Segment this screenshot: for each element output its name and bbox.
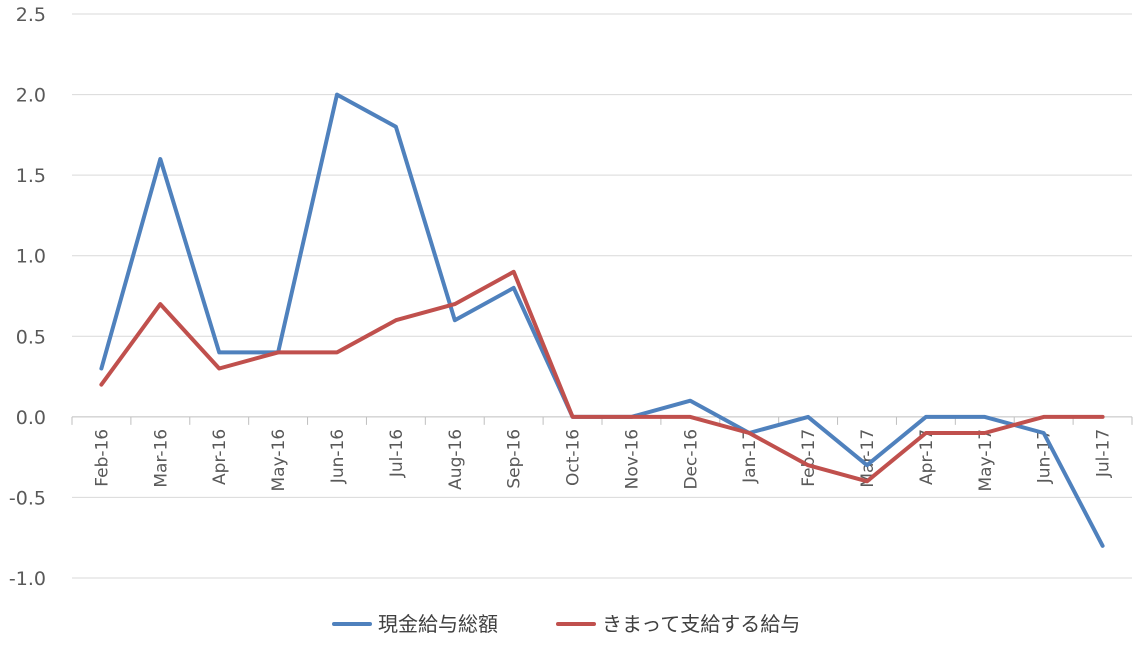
- x-axis: Feb-16 Mar-16 Apr-16 May-16 Jun-16 Jul-16 Aug-…: [71, 416, 1133, 492]
- x-tick-label: Jan-17: [740, 429, 760, 484]
- x-tick-label: Feb-16: [92, 429, 112, 487]
- series-lines: [99, 92, 1105, 548]
- y-tick-label: 0.5: [16, 326, 46, 348]
- x-tick-label: Apr-16: [210, 429, 230, 485]
- y-tick-label: -0.5: [9, 487, 46, 509]
- x-tick-label: Aug-16: [446, 429, 466, 490]
- x-tick-label: Jul-16: [387, 429, 407, 478]
- x-tick-label: Feb-17: [799, 429, 819, 487]
- x-tick-label: Jul-17: [1094, 429, 1114, 478]
- x-tick-label: Apr-17: [917, 429, 937, 485]
- x-tick-label: Dec-16: [681, 429, 701, 490]
- legend-label: 現金給与総額: [378, 612, 498, 636]
- series-line-2: [99, 269, 1105, 484]
- y-axis-ticks: -1.0 -0.5 0.0 0.5 1.0 1.5 2.0 2.5: [9, 4, 46, 590]
- legend-label: きまって支給する給与: [602, 612, 800, 636]
- x-tick-label: Oct-16: [564, 429, 584, 486]
- gridlines: [72, 13, 1132, 579]
- series-line-1: [99, 92, 1105, 548]
- x-tick-label: Mar-17: [858, 429, 878, 488]
- x-tick-label: Mar-16: [151, 429, 171, 488]
- y-tick-label: 0.0: [16, 407, 46, 429]
- y-tick-label: 2.5: [16, 4, 46, 26]
- legend: 現金給与総額 きまって支給する給与: [332, 612, 800, 636]
- y-tick-label: 1.5: [16, 165, 46, 187]
- y-tick-label: 2.0: [16, 85, 46, 107]
- x-tick-label: May-16: [269, 429, 289, 492]
- x-tick-label: Nov-16: [622, 429, 642, 490]
- y-tick-label: 1.0: [16, 246, 46, 268]
- x-tick-label: Sep-16: [505, 429, 525, 489]
- x-tick-label: May-17: [976, 429, 996, 492]
- y-tick-label: -1.0: [9, 568, 46, 590]
- x-tick-label: Jun-16: [328, 429, 348, 484]
